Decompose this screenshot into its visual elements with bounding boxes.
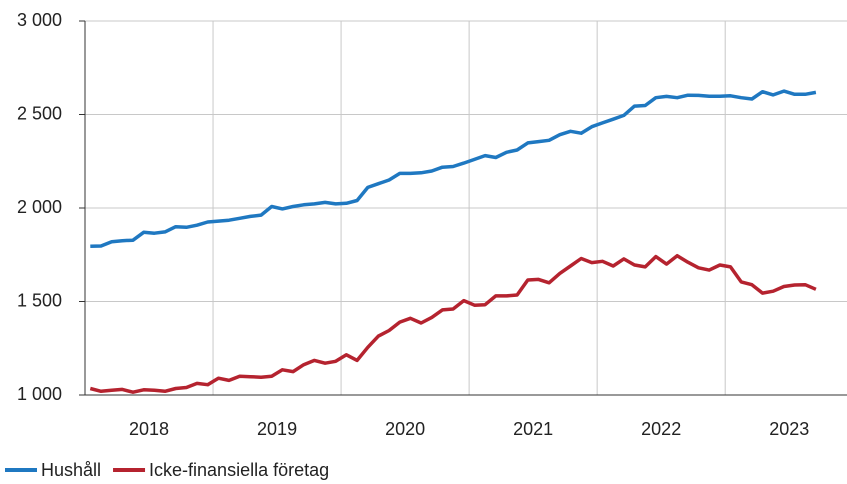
y-tick-label: 3 000 <box>17 10 62 30</box>
y-tick-label: 2 500 <box>17 103 62 123</box>
x-tick-label: 2021 <box>513 419 553 439</box>
x-tick-label: 2020 <box>385 419 425 439</box>
x-tick-label: 2022 <box>641 419 681 439</box>
line-series <box>90 89 817 249</box>
x-tick-label: 2023 <box>769 419 809 439</box>
legend-label: Icke-finansiella företag <box>149 460 329 480</box>
y-tick-label: 1 500 <box>17 290 62 310</box>
x-tick-label: 2018 <box>129 419 169 439</box>
y-tick-label: 1 000 <box>17 384 62 404</box>
y-tick-label: 2 000 <box>17 197 62 217</box>
line-series <box>89 253 817 394</box>
legend-label: Hushåll <box>41 460 101 480</box>
x-tick-label: 2019 <box>257 419 297 439</box>
